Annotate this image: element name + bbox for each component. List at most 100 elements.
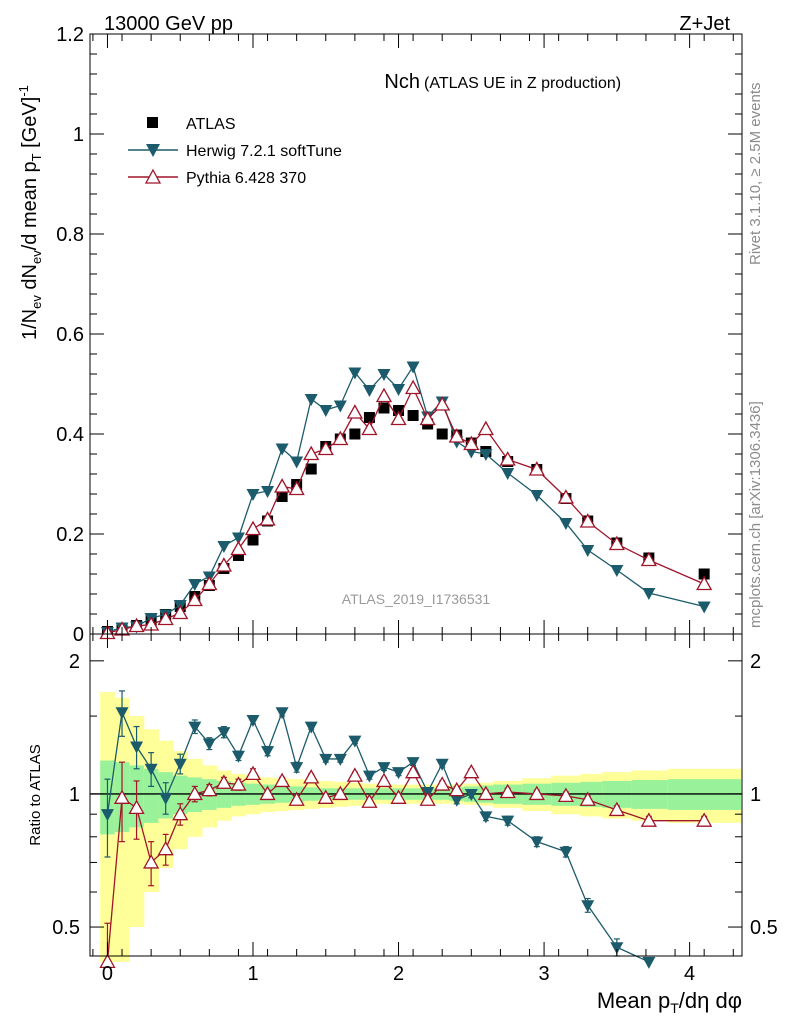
data-point-herwig-7-2-1-softtune (530, 490, 544, 502)
data-point-herwig-7-2-1-softtune (501, 468, 515, 480)
ratio-point-herwig-7-2-1-softtune (464, 788, 478, 801)
ratio-point-pythia-6-428-370 (346, 767, 363, 782)
data-point-atlas (363, 412, 375, 423)
ratio-point-pythia-6-428-370 (143, 854, 160, 869)
ratio-y-tick-label: 1 (69, 784, 80, 806)
data-point-pythia-6-428-370 (608, 535, 625, 551)
data-point-herwig-7-2-1-softtune (261, 486, 275, 498)
data-point-atlas (232, 550, 244, 561)
ratio-point-herwig-7-2-1-softtune (159, 792, 173, 805)
series-line-pythia-6-428-370 (107, 386, 705, 634)
ratio-point-herwig-7-2-1-softtune (144, 763, 158, 776)
ratio-point-herwig-7-2-1-softtune (319, 753, 333, 766)
data-point-pythia-6-428-370 (477, 420, 494, 436)
y-tick-label: 1.2 (56, 24, 84, 46)
y-tick-label: 0 (73, 624, 84, 646)
ratio-point-pythia-6-428-370 (201, 781, 218, 797)
data-point-atlas (378, 402, 390, 414)
ratio-point-herwig-7-2-1-softtune (406, 757, 420, 770)
ratio-point-herwig-7-2-1-softtune (290, 762, 304, 775)
ratio-y-tick-label: 0.5 (52, 917, 80, 939)
x-tick-label: 0 (102, 963, 113, 985)
plot-title: Nch (384, 71, 420, 93)
ratio-point-pythia-6-428-370 (230, 776, 247, 791)
legend-label-pythia: Pythia 6.428 370 (186, 170, 306, 187)
ratio-point-pythia-6-428-370 (608, 801, 625, 817)
ratio-point-herwig-7-2-1-softtune (377, 762, 391, 775)
data-point-pythia-6-428-370 (390, 410, 407, 426)
ratio-point-herwig-7-2-1-softtune (202, 738, 216, 751)
data-point-herwig-7-2-1-softtune (610, 565, 624, 577)
data-point-pythia-6-428-370 (273, 478, 291, 493)
ratio-point-pythia-6-428-370 (215, 774, 233, 789)
data-point-herwig-7-2-1-softtune (697, 601, 711, 614)
ratio-point-herwig-7-2-1-softtune (362, 770, 376, 783)
ratio-point-pythia-6-428-370 (448, 781, 465, 797)
ratio-point-pythia-6-428-370 (361, 793, 378, 808)
ratio-line-pythia-6-428-370 (106, 770, 705, 962)
ratio-frame (89, 633, 743, 957)
ratio-point-herwig-7-2-1-softtune (173, 758, 187, 771)
data-point-herwig-7-2-1-softtune (362, 385, 376, 397)
data-point-pythia-6-428-370 (557, 489, 575, 504)
legend: ATLAS Herwig 7.2.1 softTune Pythia 6.428… (128, 116, 342, 187)
data-point-pythia-6-428-370 (186, 591, 203, 607)
data-point-atlas (247, 534, 259, 546)
ratio-point-pythia-6-428-370 (172, 805, 189, 821)
data-point-herwig-7-2-1-softtune (348, 367, 362, 380)
data-point-pythia-6-428-370 (579, 513, 596, 528)
ratio-point-herwig-7-2-1-softtune (435, 758, 449, 771)
ratio-point-herwig-7-2-1-softtune (231, 750, 245, 763)
data-point-pythia-6-428-370 (230, 540, 247, 556)
ratio-point-pythia-6-428-370 (463, 763, 480, 779)
y-tick-label: 0.2 (56, 524, 84, 546)
legend-marker-pythia (144, 168, 162, 184)
ratio-point-herwig-7-2-1-softtune (304, 721, 318, 734)
ratio-point-herwig-7-2-1-softtune (479, 811, 493, 824)
ratio-axes: 0 1 2 3 4 0.5 0.5 1 1 2 2 (52, 634, 778, 985)
data-point-pythia-6-428-370 (288, 480, 305, 496)
data-point-pythia-6-428-370 (375, 387, 393, 403)
ratio-y-tick-label: 2 (69, 651, 80, 673)
ratio-point-herwig-7-2-1-softtune (261, 746, 275, 759)
data-point-pythia-6-428-370 (317, 440, 334, 456)
data-point-pythia-6-428-370 (346, 404, 363, 419)
data-point-herwig-7-2-1-softtune (333, 400, 347, 413)
data-point-herwig-7-2-1-softtune (319, 405, 333, 417)
data-point-herwig-7-2-1-softtune (406, 361, 420, 374)
ratio-point-pythia-6-428-370 (244, 765, 262, 781)
ratio-point-pythia-6-428-370 (557, 787, 575, 803)
data-point-pythia-6-428-370 (528, 461, 545, 476)
data-point-herwig-7-2-1-softtune (377, 369, 391, 381)
main-axes: 0 0.2 0.4 0.6 0.8 1 1.2 (56, 24, 742, 646)
legend-label-herwig: Herwig 7.2.1 softTune (186, 143, 342, 160)
ratio-point-herwig-7-2-1-softtune (100, 809, 114, 822)
y-tick-label: 0.6 (56, 324, 84, 346)
data-point-herwig-7-2-1-softtune (275, 443, 289, 456)
ratio-point-herwig-7-2-1-softtune (188, 721, 202, 734)
mcplots-label: mcplots.cern.ch [arXiv:1306.3436] (747, 401, 764, 628)
data-point-herwig-7-2-1-softtune (231, 532, 245, 545)
ratio-y-tick-label-right: 0.5 (750, 917, 778, 939)
data-point-atlas (698, 568, 710, 580)
data-point-pythia-6-428-370 (448, 428, 465, 443)
ratio-point-pythia-6-428-370 (128, 799, 145, 815)
ratio-point-pythia-6-428-370 (640, 812, 657, 827)
ratio-point-pythia-6-428-370 (259, 785, 276, 801)
ratio-point-pythia-6-428-370 (99, 953, 116, 968)
data-point-pythia-6-428-370 (157, 610, 174, 626)
ratio-point-herwig-7-2-1-softtune (501, 815, 515, 828)
data-point-herwig-7-2-1-softtune (559, 518, 573, 530)
plot-subtitle: (ATLAS UE in Z production) (424, 75, 621, 92)
x-tick-label: 2 (393, 963, 404, 985)
analysis-tag: ATLAS_2019_I1736531 (342, 591, 491, 607)
ratio-panel: 0 1 2 3 4 0.5 0.5 1 1 2 2 Ratio to ATLAS (27, 633, 778, 985)
data-point-herwig-7-2-1-softtune (581, 545, 595, 557)
data-point-pythia-6-428-370 (419, 410, 436, 426)
ratio-point-herwig-7-2-1-softtune (450, 794, 464, 807)
stat-uncertainty-band (143, 768, 159, 823)
data-point-herwig-7-2-1-softtune (304, 394, 318, 406)
ratio-point-herwig-7-2-1-softtune (559, 846, 573, 859)
ratio-point-pythia-6-428-370 (419, 791, 436, 806)
ratio-line-herwig-7-2-1-softtune (106, 709, 650, 963)
